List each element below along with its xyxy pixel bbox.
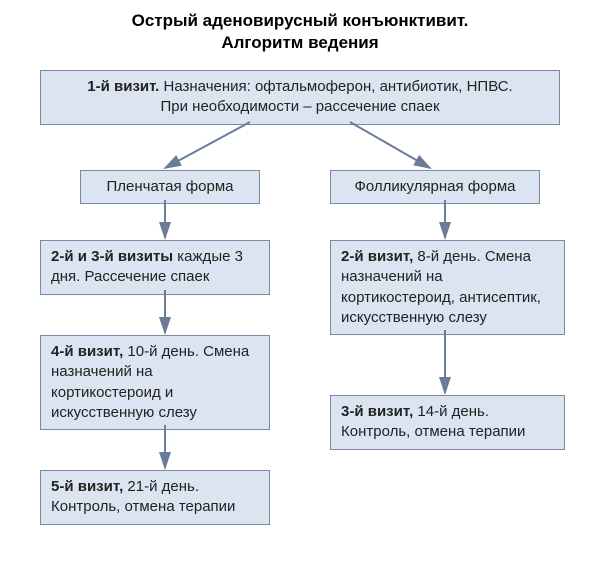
page-title: Острый аденовирусный конъюнктивит. Алгор…	[0, 0, 600, 54]
visit1-bold: 1-й визит.	[87, 78, 159, 95]
arrow	[165, 122, 250, 168]
node-a-visit5: 5-й визит, 21-й день. Контроль, отмена т…	[40, 470, 270, 525]
node-a-visit4: 4-й визит, 10-й день. Смена назначений н…	[40, 335, 270, 430]
title-line1: Острый аденовирусный конъюнктивит.	[0, 10, 600, 32]
node-form-follicular: Фолликулярная форма	[330, 170, 540, 204]
node-b-visit3: 3-й визит, 14-й день. Контроль, отмена т…	[330, 395, 565, 450]
arrow	[350, 122, 430, 168]
node-a-visit2-3: 2-й и 3-й визиты каждые 3 дня. Рассечени…	[40, 240, 270, 295]
b2-bold: 2-й визит,	[341, 248, 413, 265]
visit1-rest: Назначения: офтальмоферон, антибиотик, Н…	[159, 78, 512, 95]
node-form-membranous: Пленчатая форма	[80, 170, 260, 204]
node-b-visit2: 2-й визит, 8-й день. Смена назначений на…	[330, 240, 565, 335]
a4-bold: 5-й визит,	[51, 478, 123, 495]
title-line2: Алгоритм ведения	[0, 32, 600, 54]
a2-bold: 2-й и 3-й визиты	[51, 248, 173, 265]
formA-text: Пленчатая форма	[106, 178, 233, 195]
formB-text: Фолликулярная форма	[354, 178, 515, 195]
node-visit1: 1-й визит. Назначения: офтальмоферон, ан…	[40, 70, 560, 125]
b3-bold: 3-й визит,	[341, 403, 413, 420]
visit1-line2: При необходимости – рассечение спаек	[51, 97, 549, 117]
a3-bold: 4-й визит,	[51, 343, 123, 360]
